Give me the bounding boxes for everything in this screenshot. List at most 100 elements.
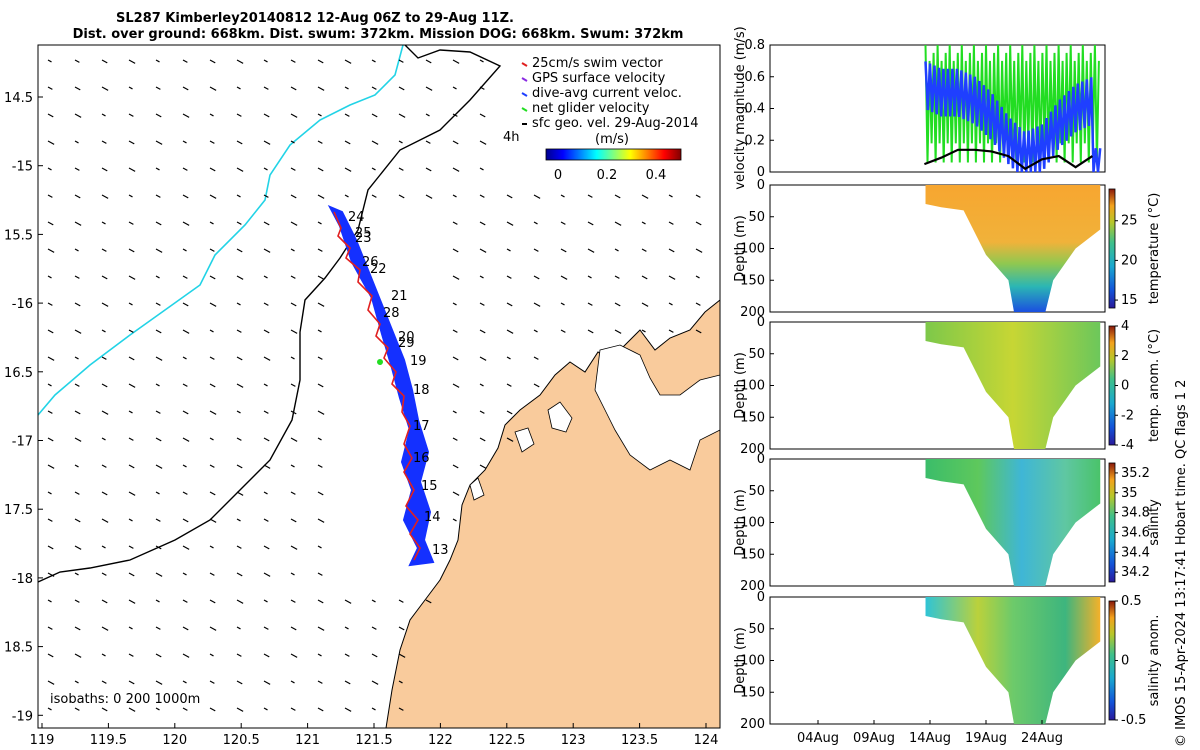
current-arrow xyxy=(263,356,271,361)
surface-velocity-field xyxy=(47,59,703,712)
current-arrow xyxy=(290,140,295,144)
current-arrow xyxy=(128,545,134,549)
legend-label-sfc-geo: sfc geo. vel. 29-Aug-2014 xyxy=(532,116,699,131)
map-x-tick-label: 124 xyxy=(694,733,719,748)
current-arrow xyxy=(74,194,81,199)
velocity-series xyxy=(924,44,1102,173)
current-arrow xyxy=(317,518,325,523)
section-x-tick-label: 19Aug xyxy=(965,731,1007,746)
colorbar-tick-label: 15 xyxy=(1121,293,1138,308)
day-label: 19 xyxy=(410,354,427,369)
current-arrow xyxy=(371,140,379,145)
current-arrow xyxy=(317,410,325,415)
current-arrow xyxy=(236,410,241,414)
day-label: 15 xyxy=(421,479,438,494)
current-arrow xyxy=(47,599,52,603)
current-arrow xyxy=(263,599,268,603)
velocity-y-tick-label: 0.4 xyxy=(744,102,765,117)
current-arrow xyxy=(290,302,297,307)
section-y-tick-label: 100 xyxy=(740,654,765,669)
current-arrow xyxy=(128,437,134,441)
current-arrow xyxy=(47,59,52,63)
current-arrow xyxy=(290,59,296,63)
colorbar-tick-label: -4 xyxy=(1121,438,1134,453)
current-arrow xyxy=(128,86,133,90)
current-arrow xyxy=(560,248,567,253)
current-arrow xyxy=(344,86,349,90)
current-arrow xyxy=(290,329,298,334)
current-arrow xyxy=(236,194,241,198)
speed-colorbar xyxy=(545,148,682,161)
current-arrow xyxy=(209,626,217,631)
current-arrow xyxy=(263,194,269,198)
current-arrow xyxy=(263,572,271,577)
current-arrow xyxy=(209,437,214,441)
current-arrow xyxy=(317,626,325,631)
current-arrow xyxy=(74,383,80,387)
current-arrow xyxy=(560,329,566,333)
colorbar-tick-1: 0.2 xyxy=(597,168,618,183)
current-arrow xyxy=(371,194,377,198)
current-arrow xyxy=(344,113,350,117)
section-y-tick-label: 0 xyxy=(757,315,765,330)
current-arrow xyxy=(317,86,325,91)
colorbar-tick-label: 34.8 xyxy=(1121,506,1150,521)
current-arrow xyxy=(398,599,404,603)
current-arrow xyxy=(587,248,595,253)
map-x-axis: 119 119.5 120 120.5 121 121.5 122 122.5 123 123.5… xyxy=(30,723,719,748)
current-arrow xyxy=(155,140,163,145)
current-arrow xyxy=(236,302,241,306)
current-arrow xyxy=(506,221,514,226)
current-arrow xyxy=(587,302,593,306)
map-y-tick-label: -19 xyxy=(12,709,33,724)
current-arrow xyxy=(263,653,270,658)
current-arrow xyxy=(425,140,431,144)
current-arrow xyxy=(209,86,217,91)
current-arrow xyxy=(263,437,270,442)
current-arrow xyxy=(479,302,485,306)
footer-note: © IMOS 15-Apr-2024 13:17:41 Hobart time.… xyxy=(1174,380,1189,747)
current-arrow xyxy=(479,356,487,361)
current-arrow xyxy=(101,653,106,657)
legend-marker-gps xyxy=(521,77,528,82)
legend-label-dive-avg: dive-avg current veloc. xyxy=(532,86,682,101)
current-arrow xyxy=(290,653,298,658)
section-y-tick-label: 50 xyxy=(748,622,765,637)
current-arrow xyxy=(236,680,243,685)
section-y-tick-label: 200 xyxy=(740,305,765,320)
current-arrow xyxy=(101,572,107,576)
current-arrow xyxy=(128,707,136,712)
current-arrow xyxy=(182,329,190,334)
current-arrow xyxy=(182,680,187,684)
section-ylabel: Depth (m) xyxy=(733,352,748,419)
current-arrow xyxy=(74,707,80,711)
current-arrow xyxy=(317,491,324,496)
current-arrow xyxy=(317,356,323,360)
current-arrow xyxy=(128,572,135,577)
current-arrow xyxy=(290,113,298,118)
current-arrow xyxy=(479,437,486,442)
current-arrow xyxy=(74,518,81,523)
current-arrow xyxy=(452,491,460,496)
current-arrow xyxy=(74,545,82,550)
colorbar-tick-label: 34.6 xyxy=(1121,525,1150,540)
current-arrow xyxy=(290,221,298,226)
current-arrow xyxy=(317,599,324,604)
current-arrow xyxy=(479,383,484,387)
map-x-tick-label: 120.5 xyxy=(223,733,260,748)
current-arrow xyxy=(317,680,323,684)
section-panel-1: 0 50 100 150 200 Depth (m) 25 20 15 temperature (… xyxy=(733,178,1162,320)
current-arrow xyxy=(371,599,376,603)
current-arrow xyxy=(290,410,297,415)
velocity-y-tick-label: 0.6 xyxy=(744,70,765,85)
legend: 25cm/s swim vector GPS surface velocity … xyxy=(503,56,699,183)
current-arrow xyxy=(641,248,647,252)
section-y-tick-label: 200 xyxy=(740,579,765,594)
colorbar-title: (m/s) xyxy=(595,132,629,147)
current-arrow xyxy=(479,410,485,414)
current-arrow xyxy=(101,113,106,117)
legend-marker-swim xyxy=(521,62,528,67)
current-arrow xyxy=(452,383,460,388)
current-arrow xyxy=(128,383,136,388)
